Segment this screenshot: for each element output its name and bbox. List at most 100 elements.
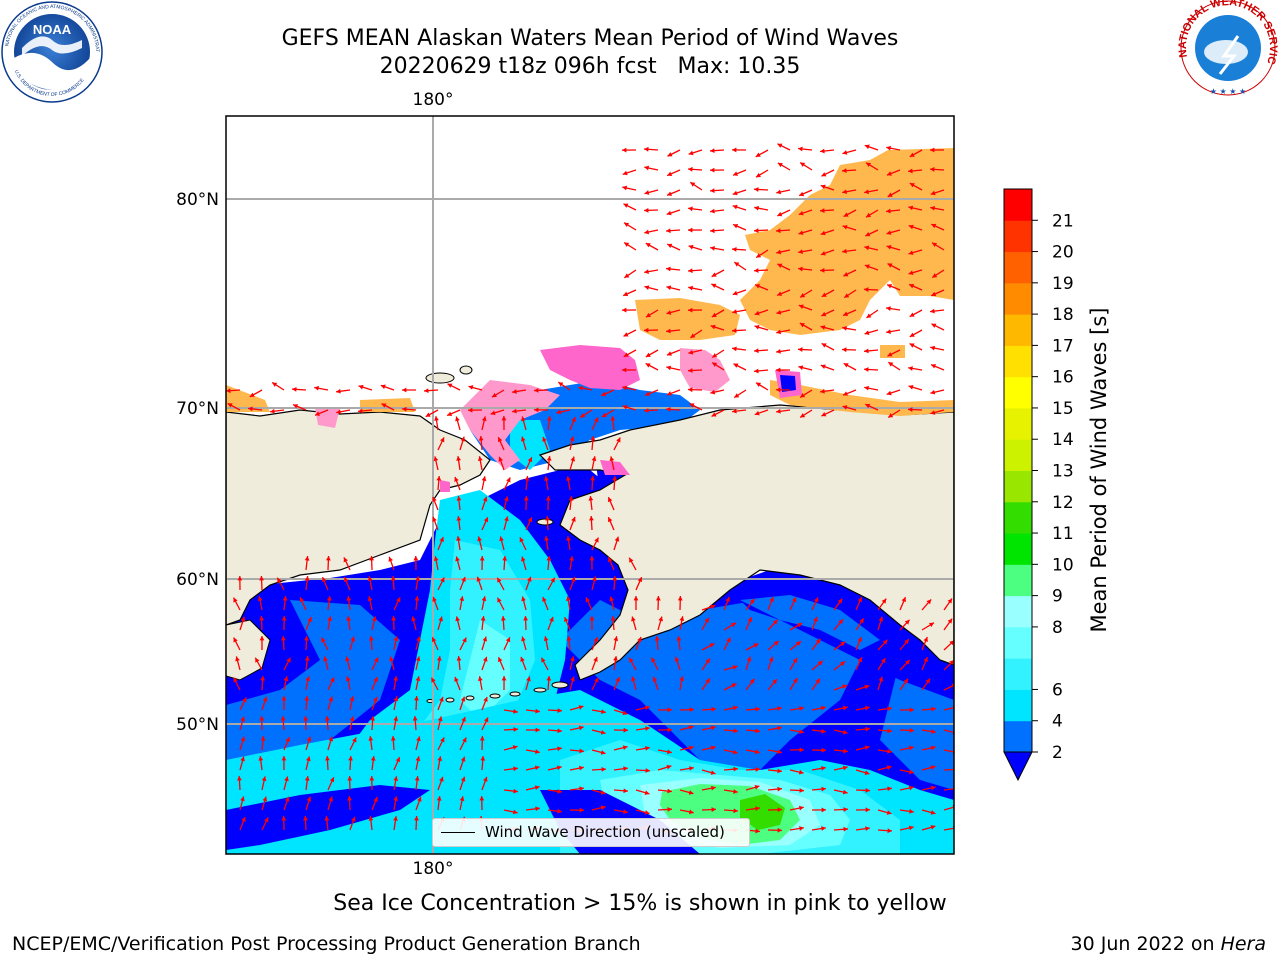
wave-direction-arrowhead [395,757,401,763]
wave-direction-arrowhead [622,147,627,153]
svg-text:★ ★ ★ ★: ★ ★ ★ ★ [1210,87,1246,96]
wave-direction-arrowhead [439,696,444,702]
wave-direction-arrowhead [930,190,936,196]
wave-direction-arrowhead [512,408,517,414]
wave-direction-arrowhead [777,725,782,731]
wave-direction-arrowhead [502,556,508,561]
wave-direction-arrowhead [328,696,334,702]
wave-direction-arrowhead [456,456,461,461]
wave-direction-arrowhead [549,616,554,622]
wave-direction-arrowhead [381,403,387,408]
wave-direction-arrowhead [908,785,914,791]
wave-direction-arrowhead [535,806,540,812]
wave-direction-arrowhead [754,228,759,233]
map-title: GEFS MEAN Alaskan Waters Mean Period of … [281,26,899,51]
wave-direction-arrowhead [623,332,629,337]
wave-direction-arrowhead [571,516,576,522]
wave-direction-arrowhead [233,597,238,603]
wave-direction-arrowhead [755,706,760,712]
wave-direction-arrowhead [521,636,526,642]
wave-direction-arrowhead [491,392,497,398]
wave-direction-arrowhead [233,677,238,683]
wave-direction-arrowhead [732,190,738,196]
wave-direction-arrowhead [270,408,275,414]
ocean-region-2-4s [226,600,400,770]
wave-direction-arrowhead [813,597,819,603]
wave-direction-arrowhead [887,728,892,734]
wave-direction-arrowhead [411,616,416,622]
wave-direction-arrowhead [402,387,407,393]
wave-direction-arrowhead [878,676,884,682]
colorbar-tick-label: 17 [1052,336,1074,356]
wave-direction-arrowhead [424,388,429,394]
wave-direction-arrowhead [645,726,650,731]
wave-direction-arrowhead [798,266,803,272]
wave-direction-arrowhead [259,636,265,641]
wave-direction-arrowhead [456,536,461,541]
wave-direction-arrowhead [754,268,759,273]
wave-direction-arrowhead [679,616,685,622]
wave-direction-arrowhead [304,636,309,641]
wave-direction-arrowhead [887,192,893,197]
wave-direction-arrowhead [690,333,696,338]
wave-direction-arrowhead [866,313,872,318]
wave-direction-arrowhead [614,536,620,542]
wave-direction-arrowhead [594,417,599,423]
wave-direction-arrowhead [798,210,804,216]
wave-direction-arrowhead [623,203,629,208]
wave-direction-arrowhead [415,676,421,682]
wave-direction-arrowhead [688,227,693,233]
wave-direction-arrowhead [754,368,759,374]
wave-direction-arrowhead [557,728,562,734]
wave-direction-arrowhead [237,776,242,781]
wave-direction-arrowhead [679,676,685,681]
wave-direction-arrowhead [307,617,312,623]
wave-direction-arrowhead [842,326,847,331]
wave-direction-arrowhead [526,676,531,682]
wave-direction-arrowhead [227,403,233,408]
wave-direction-arrowhead [754,205,759,211]
wave-direction-arrowhead [512,809,518,815]
wave-direction-arrowhead [623,727,628,733]
wave-direction-arrowhead [433,456,439,462]
wave-direction-arrowhead [842,168,847,174]
wave-direction-arrowhead [623,809,628,814]
colorbar-segment [1004,407,1032,440]
wave-direction-arrowhead [322,577,327,583]
wave-direction-arrowhead [733,171,739,176]
wave-direction-arrowhead [262,796,268,802]
wave-direction-arrowhead [438,616,443,622]
wave-direction-arrowhead [842,729,848,735]
wave-direction-arrowhead [260,676,266,681]
wave-direction-arrowhead [864,287,869,292]
wave-direction-arrowhead [704,617,709,623]
wave-direction-arrowhead [754,187,759,192]
wave-direction-arrowhead [882,639,888,645]
wave-direction-arrowhead [323,656,328,662]
wave-direction-arrowhead [498,456,504,462]
wave-direction-arrowhead [859,618,864,624]
wave-direction-arrowhead [476,576,482,582]
wave-direction-arrowhead [926,599,932,605]
wave-direction-arrowhead [622,185,628,191]
wave-direction-arrowhead [293,404,299,409]
wave-direction-arrowhead [815,678,821,684]
wave-direction-arrowhead [932,242,938,248]
wave-direction-arrowhead [930,745,936,751]
wave-direction-arrowhead [556,409,562,415]
wave-direction-arrowhead [865,807,870,813]
wave-direction-arrowhead [928,622,934,628]
wave-direction-arrowhead [305,676,311,682]
wave-direction-arrowhead [881,598,887,604]
wave-direction-arrowhead [501,676,507,681]
wave-direction-arrowhead [710,389,716,395]
wave-direction-arrowhead [865,826,870,831]
wave-direction-arrowhead [637,636,642,642]
wave-direction-arrowhead [886,171,892,176]
wave-direction-arrowhead [666,351,672,356]
wave-direction-arrowhead [667,727,672,733]
wave-direction-arrowhead [393,716,399,721]
wave-direction-arrowhead [734,262,740,267]
wave-direction-arrowhead [798,304,804,309]
wave-direction-arrowhead [710,188,715,194]
